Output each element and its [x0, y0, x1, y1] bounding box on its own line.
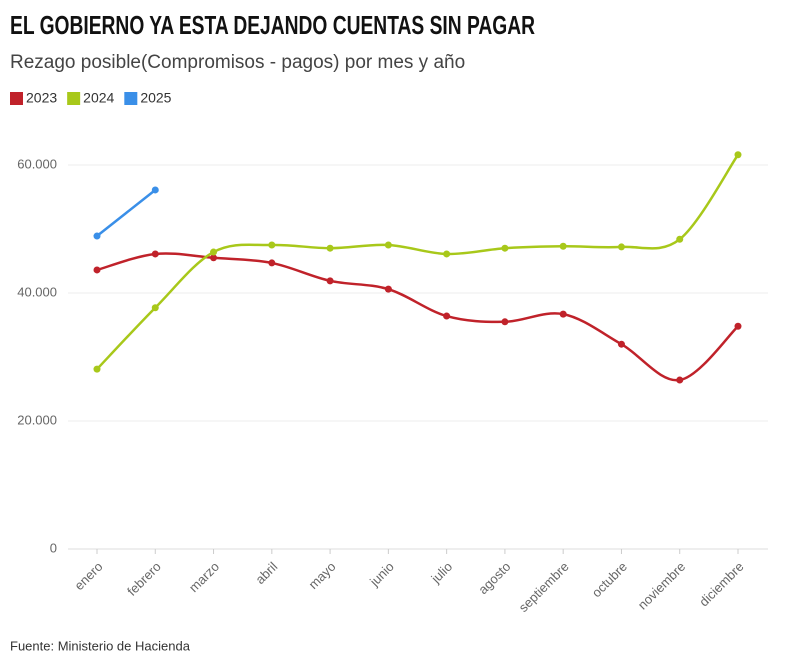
x-tick-label: diciembre: [696, 559, 746, 609]
legend-swatch: [10, 92, 23, 105]
x-tick-label: junio: [366, 559, 397, 590]
point: [326, 244, 334, 252]
series-line: [96, 154, 740, 371]
point: [734, 151, 742, 159]
point: [501, 244, 509, 252]
x-tick-label: febrero: [124, 559, 164, 599]
point: [384, 285, 392, 293]
point: [326, 277, 334, 285]
point: [151, 250, 159, 258]
point: [443, 312, 451, 320]
x-tick-label: abril: [252, 559, 280, 587]
legend-swatch: [124, 92, 138, 105]
y-tick-label: 40.000: [17, 284, 57, 299]
point: [676, 376, 684, 384]
point: [151, 304, 159, 312]
y-tick-label: 20.000: [17, 412, 57, 427]
source: Fuente: Ministerio de Hacienda: [10, 638, 191, 653]
x-tick-label: agosto: [475, 559, 513, 597]
point: [443, 250, 451, 258]
legend-label: 2025: [140, 90, 171, 106]
point: [617, 243, 625, 251]
series-line: [96, 188, 157, 238]
x-tick-label: octubre: [589, 559, 630, 600]
y-tick-label: 0: [50, 540, 57, 555]
legend-label: 2024: [83, 90, 114, 106]
point: [93, 232, 101, 240]
x-tick-label: mayo: [306, 559, 339, 592]
chart-title: EL GOBIERNO YA ESTA DEJANDO CUENTAS SIN …: [10, 10, 535, 40]
point: [734, 322, 742, 330]
point: [617, 340, 625, 348]
series-line: [96, 252, 739, 382]
point: [501, 318, 509, 326]
x-tick-label: marzo: [186, 559, 222, 595]
chart-subtitle: Rezago posible(Compromisos - pagos) por …: [10, 52, 465, 73]
point: [210, 248, 218, 256]
point: [93, 365, 101, 373]
point: [151, 186, 159, 194]
x-tick-label: septiembre: [516, 559, 572, 615]
y-tick-label: 60.000: [17, 156, 57, 171]
x-tick-label: enero: [71, 559, 105, 593]
point: [268, 241, 276, 249]
point: [384, 241, 392, 249]
x-tick-label: julio: [428, 559, 456, 587]
point: [676, 235, 684, 243]
point: [559, 242, 567, 250]
legend-label: 2023: [26, 90, 57, 106]
legend-swatch: [67, 92, 81, 105]
point: [268, 259, 276, 267]
point: [210, 254, 218, 262]
point: [559, 310, 567, 318]
point: [93, 266, 101, 274]
x-tick-label: noviembre: [635, 559, 689, 613]
